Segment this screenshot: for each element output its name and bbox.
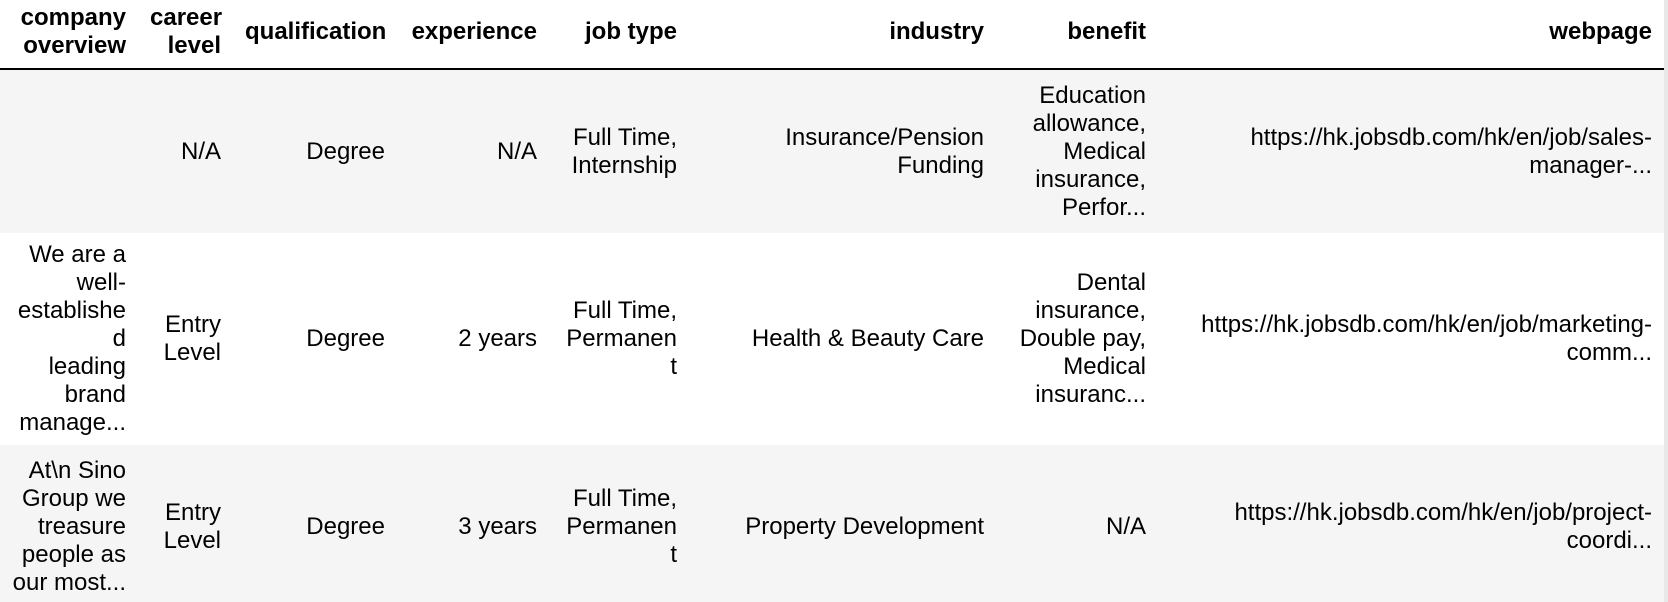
cell-industry: Insurance/Pension Funding [689,69,996,233]
cell-job-type: Full Time, Internship [549,69,689,233]
cell-career-level: N/A [138,69,233,233]
table-row[interactable]: We are a well-established leading brand mana… [0,233,1664,445]
table-row[interactable]: At\n Sino Group we treasure people as our mo… [0,445,1664,602]
cell-experience: 3 years [397,445,549,602]
column-header-job-type[interactable]: job type [549,0,689,70]
cell-company-overview [0,69,138,233]
cell-benefit: Dental insurance, Double pay, Medical insura… [996,233,1158,445]
column-header-qualification[interactable]: qualification [233,0,397,70]
column-header-webpage[interactable]: webpage [1158,0,1664,70]
cell-qualification: Degree [233,69,397,233]
cell-benefit: Education allowance, Medical insurance, Perf… [996,69,1158,233]
cell-company-overview: At\n Sino Group we treasure people as our mo… [0,445,138,602]
cell-experience: N/A [397,69,549,233]
column-header-benefit[interactable]: benefit [996,0,1158,70]
cell-qualification: Degree [233,445,397,602]
table-body: N/A Degree N/A Full Time, Internship Insu… [0,69,1664,602]
column-header-industry[interactable]: industry [689,0,996,70]
cell-career-level: Entry Level [138,445,233,602]
table-row[interactable]: N/A Degree N/A Full Time, Internship Insu… [0,69,1664,233]
column-header-experience[interactable]: experience [397,0,549,70]
cell-webpage: https://hk.jobsdb.com/hk/en/job/marketin… [1158,233,1664,445]
header-row: company overview career level qualificatio… [0,0,1664,70]
cell-experience: 2 years [397,233,549,445]
table-header: company overview career level qualificatio… [0,0,1664,70]
cell-industry: Property Development [689,445,996,602]
cell-job-type: Full Time, Permanent [549,233,689,445]
cell-industry: Health & Beauty Care [689,233,996,445]
cell-webpage: https://hk.jobsdb.com/hk/en/job/project-… [1158,445,1664,602]
cell-career-level: Entry Level [138,233,233,445]
cell-job-type: Full Time, Permanent [549,445,689,602]
column-header-company-overview[interactable]: company overview [0,0,138,70]
vertical-scrollbar[interactable] [1664,0,1668,602]
cell-webpage: https://hk.jobsdb.com/hk/en/job/sales-ma… [1158,69,1664,233]
column-header-career-level[interactable]: career level [138,0,233,70]
cell-company-overview: We are a well-established leading brand mana… [0,233,138,445]
cell-benefit: N/A [996,445,1158,602]
cell-qualification: Degree [233,233,397,445]
